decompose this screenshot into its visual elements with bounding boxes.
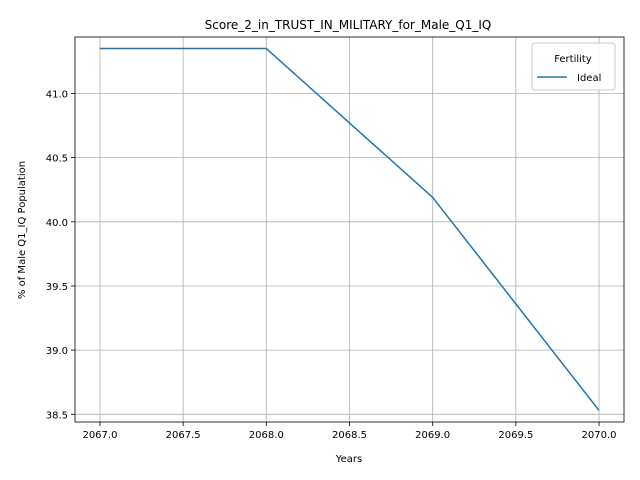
x-axis: 2067.0 2067.5 2068.0 2068.5 2069.0 2069.5 2070… bbox=[82, 422, 617, 441]
y-tick-label: 40.5 bbox=[46, 154, 68, 165]
legend-label-ideal: Ideal bbox=[577, 73, 601, 84]
x-tick-label: 2067.0 bbox=[82, 430, 117, 441]
x-tick-label: 2068.0 bbox=[249, 430, 284, 441]
x-tick-label: 2070.0 bbox=[582, 430, 617, 441]
legend-title: Fertility bbox=[554, 54, 592, 65]
y-tick-label: 39.5 bbox=[46, 282, 68, 293]
x-axis-label: Years bbox=[335, 454, 362, 465]
grid bbox=[75, 37, 624, 422]
series-layer bbox=[99, 47, 600, 411]
legend: Fertility Ideal bbox=[531, 42, 616, 91]
series-line-ideal bbox=[99, 47, 600, 411]
y-tick-label: 40.0 bbox=[46, 218, 68, 229]
chart-title: Score_2_in_TRUST_IN_MILITARY_for_Male_Q1… bbox=[205, 18, 492, 32]
y-tick-label: 39.0 bbox=[46, 346, 68, 357]
y-tick-label: 41.0 bbox=[46, 89, 68, 100]
x-tick-label: 2067.5 bbox=[166, 430, 201, 441]
legend-box bbox=[531, 42, 616, 91]
x-tick-label: 2069.0 bbox=[415, 430, 450, 441]
y-tick-label: 38.5 bbox=[46, 410, 68, 421]
y-axis-label: % of Male Q1_IQ Population bbox=[17, 161, 28, 299]
x-tick-label: 2068.5 bbox=[332, 430, 367, 441]
y-axis: 38.5 39.0 39.5 40.0 40.5 41.0 bbox=[46, 89, 75, 421]
x-tick-label: 2069.5 bbox=[498, 430, 533, 441]
